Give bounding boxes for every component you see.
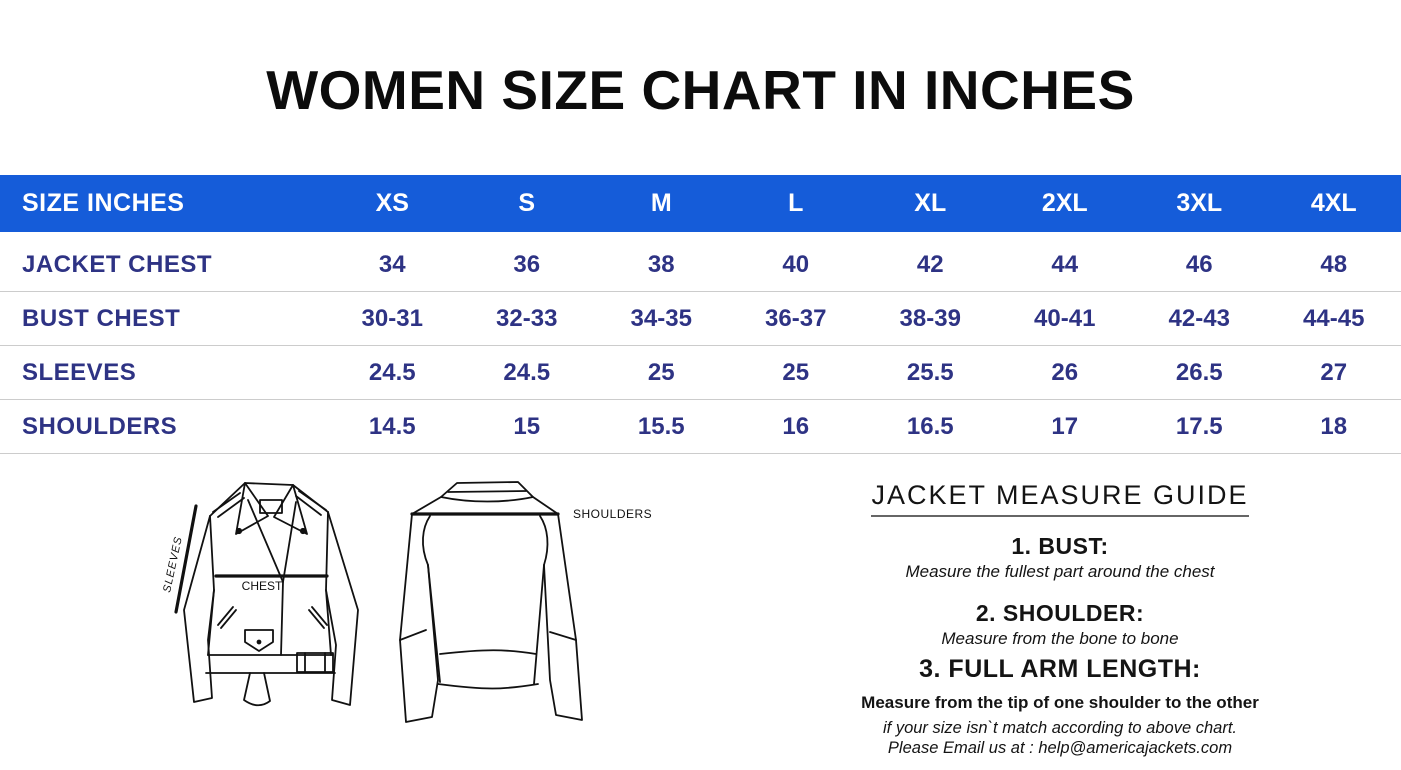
table-cell: 17: [998, 413, 1133, 441]
table-cell: 38-39: [863, 305, 998, 333]
table-row-shoulders: SHOULDERS 14.5 15 15.5 16 16.5 17 17.5 1…: [0, 400, 1401, 454]
measure-guide: JACKET MEASURE GUIDE 1. BUST: Measure th…: [845, 480, 1275, 759]
row-label: SHOULDERS: [0, 413, 325, 441]
guide-item-shoulder-description: Measure from the bone to bone: [845, 629, 1275, 649]
guide-item-bust-description: Measure the fullest part around the ches…: [845, 562, 1275, 582]
table-cell: 16: [729, 413, 864, 441]
row-label: SLEEVES: [0, 359, 325, 387]
table-cell: 46: [1132, 251, 1267, 279]
table-cell: 34-35: [594, 305, 729, 333]
table-cell: 18: [1267, 413, 1401, 441]
table-cell: 44-45: [1267, 305, 1401, 333]
table-row-jacket-chest: JACKET CHEST 34 36 38 40 42 44 46 48: [0, 238, 1401, 292]
table-cell: 40-41: [998, 305, 1133, 333]
table-cell: 26: [998, 359, 1133, 387]
chest-label: CHEST: [242, 579, 283, 593]
table-cell: 17.5: [1132, 413, 1267, 441]
table-cell: 40: [729, 251, 864, 279]
size-table-header-row: SIZE INCHES XS S M L XL 2XL 3XL 4XL: [0, 175, 1401, 232]
guide-item-shoulder-heading: 2. SHOULDER:: [845, 600, 1275, 627]
table-cell: 16.5: [863, 413, 998, 441]
size-table-body: JACKET CHEST 34 36 38 40 42 44 46 48 BUS…: [0, 238, 1401, 454]
table-cell: 34: [325, 251, 460, 279]
table-cell: 30-31: [325, 305, 460, 333]
header-cell-l: L: [729, 189, 864, 218]
header-cell-m: M: [594, 189, 729, 218]
header-cell-size-inches: SIZE INCHES: [0, 189, 325, 218]
table-cell: 36: [460, 251, 595, 279]
shoulders-label: SHOULDERS: [573, 507, 652, 521]
guide-item-bust-heading: 1. BUST:: [845, 533, 1275, 560]
table-cell: 42-43: [1132, 305, 1267, 333]
table-cell: 24.5: [460, 359, 595, 387]
page-title: WOMEN SIZE CHART IN INCHES: [0, 58, 1401, 122]
table-row-sleeves: SLEEVES 24.5 24.5 25 25 25.5 26 26.5 27: [0, 346, 1401, 400]
jacket-back-diagram: SHOULDERS: [390, 470, 660, 770]
header-cell-2xl: 2XL: [998, 189, 1133, 218]
header-cell-xl: XL: [863, 189, 998, 218]
table-cell: 36-37: [729, 305, 864, 333]
table-cell: 24.5: [325, 359, 460, 387]
table-cell: 44: [998, 251, 1133, 279]
table-cell: 15.5: [594, 413, 729, 441]
table-cell: 25: [729, 359, 864, 387]
guide-item-arm-length-description: Measure from the tip of one shoulder to …: [845, 693, 1275, 713]
table-cell: 25: [594, 359, 729, 387]
guide-footnote-line2: Please Email us at : help@americajackets…: [845, 739, 1275, 758]
table-cell: 25.5: [863, 359, 998, 387]
table-cell: 27: [1267, 359, 1401, 387]
table-cell: 42: [863, 251, 998, 279]
table-cell: 26.5: [1132, 359, 1267, 387]
table-cell: 38: [594, 251, 729, 279]
guide-item-arm-length-heading: 3. FULL ARM LENGTH:: [845, 655, 1275, 684]
header-cell-xs: XS: [325, 189, 460, 218]
header-cell-4xl: 4XL: [1267, 189, 1401, 218]
table-row-bust-chest: BUST CHEST 30-31 32-33 34-35 36-37 38-39…: [0, 292, 1401, 346]
table-cell: 15: [460, 413, 595, 441]
size-table: SIZE INCHES XS S M L XL 2XL 3XL 4XL JACK…: [0, 175, 1401, 454]
table-cell: 32-33: [460, 305, 595, 333]
row-label: JACKET CHEST: [0, 251, 325, 279]
row-label: BUST CHEST: [0, 305, 325, 333]
guide-footnote-line1: if your size isn`t match according to ab…: [845, 719, 1275, 738]
header-cell-3xl: 3XL: [1132, 189, 1267, 218]
measure-guide-title: JACKET MEASURE GUIDE: [871, 480, 1248, 517]
table-cell: 48: [1267, 251, 1401, 279]
header-cell-s: S: [460, 189, 595, 218]
table-cell: 14.5: [325, 413, 460, 441]
jacket-front-diagram: SLEEVES CHEST: [150, 470, 390, 770]
